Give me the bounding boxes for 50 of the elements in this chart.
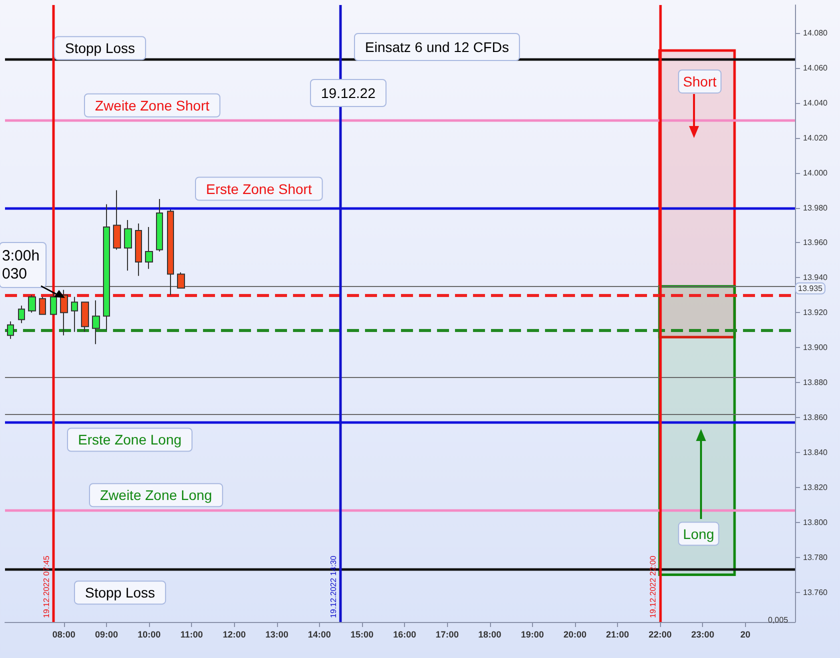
x-tick-label: 19:00: [520, 630, 544, 640]
y-tick-label: 13.800: [803, 518, 828, 527]
y-tick-label: 13.880: [803, 378, 828, 388]
ref-line-label: 13.935: [798, 284, 824, 293]
y-tick-label: 13.960: [803, 238, 828, 248]
ref-line-label: Stopp Loss: [85, 584, 156, 601]
y-tick-label: 14.080: [803, 28, 828, 38]
x-tick-label: 14:00: [308, 630, 331, 640]
y-tick-label: 13.900: [803, 343, 828, 352]
y-tick-label: 13.920: [803, 308, 828, 318]
y-tick-label: 14.000: [803, 168, 828, 178]
y-tick-label: 13.940: [803, 273, 828, 282]
series-label: Long: [683, 526, 714, 542]
annotation: 0,005: [768, 616, 789, 624]
y-tick-label: 13.760: [803, 588, 828, 597]
annotation: 19.12.22: [321, 85, 376, 101]
x-tick-label: 10:00: [138, 630, 161, 640]
x-tick-label: 12:00: [222, 630, 246, 640]
y-tick-label: 13.860: [803, 413, 828, 422]
annotation: 3:00h 030: [2, 248, 40, 282]
x-tick-label: 22:00: [648, 630, 672, 640]
x-tick-label: 20:00: [563, 630, 586, 640]
x-tick-label: 13:00: [265, 630, 288, 640]
annotation: Einsatz 6 und 12 CFDs: [365, 39, 509, 55]
x-tick-label: 09:00: [94, 630, 118, 640]
ref-line-label: Erste Zone Long: [78, 432, 182, 448]
x-tick-label: 15:00: [350, 630, 374, 640]
x-tick-label: 16:00: [393, 630, 416, 640]
x-tick-label: 11:00: [180, 630, 203, 640]
ref-line-label: Zweite Zone Long: [100, 487, 212, 504]
y-tick-label: 14.020: [803, 133, 828, 142]
ref-line-label: 19.12.2022 14:30: [329, 555, 338, 618]
ref-line-label: Stopp Loss: [65, 40, 136, 56]
ref-line-label: 19.12.2022 07:45: [42, 555, 51, 618]
x-tick-label: 20: [740, 630, 750, 640]
ref-line-label: Erste Zone Short: [206, 180, 312, 197]
x-tick-label: 17:00: [436, 630, 459, 640]
y-tick-label: 14.040: [803, 98, 828, 108]
x-tick-label: 23:00: [691, 630, 714, 640]
y-tick-label: 13.820: [803, 482, 828, 492]
y-tick-label: 13.980: [803, 203, 828, 212]
x-tick-label: 18:00: [478, 630, 502, 640]
series-label: Short: [683, 73, 717, 90]
x-tick-label: 21:00: [606, 630, 630, 640]
y-tick-label: 13.840: [803, 448, 828, 457]
y-tick-label: 13.780: [803, 552, 828, 562]
y-tick-label: 14.060: [803, 63, 828, 72]
ref-line-label: 19.12.2022 22:00: [648, 555, 658, 618]
ref-line-label: Zweite Zone Short: [95, 97, 210, 114]
x-tick-label: 08:00: [52, 630, 76, 640]
